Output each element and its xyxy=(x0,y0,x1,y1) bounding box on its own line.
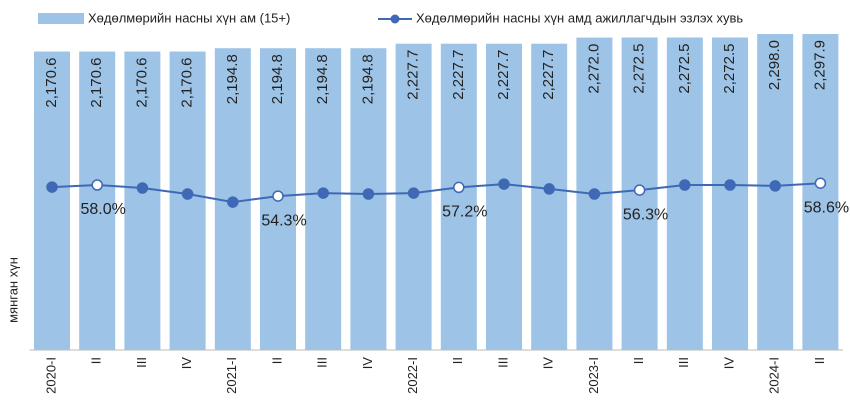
x-tick-label: II xyxy=(812,357,827,364)
x-tick-label: 2024-I xyxy=(767,357,782,394)
x-tick-label: 2022-I xyxy=(405,357,420,394)
bar-value-label: 2,227.7 xyxy=(495,50,512,100)
x-tick-label: 2021-I xyxy=(224,357,239,394)
x-tick-label: III xyxy=(676,357,691,368)
legend-label: Хөдөлмөрийн насны хүн амд ажиллагчдын эз… xyxy=(416,10,743,25)
line-value-label: 58.0% xyxy=(81,201,126,218)
bar-value-label: 2,170.6 xyxy=(88,58,105,108)
x-tick-label: III xyxy=(495,357,510,368)
line-marker xyxy=(588,188,601,200)
bar xyxy=(666,37,703,350)
bar-value-label: 2,227.7 xyxy=(450,50,467,100)
line-marker xyxy=(724,179,736,191)
bar xyxy=(757,34,794,351)
bar-value-label: 2,227.7 xyxy=(405,50,422,100)
line-marker xyxy=(181,188,194,200)
legend-marker xyxy=(390,14,400,24)
line-value-label: 58.6% xyxy=(804,199,849,216)
line-marker xyxy=(769,180,781,192)
bar-value-label: 2,298.0 xyxy=(766,40,783,90)
line-value-label: 54.3% xyxy=(261,212,306,229)
bar-value-label: 2,272.5 xyxy=(631,44,648,94)
bar xyxy=(440,43,477,350)
x-tick-label: III xyxy=(315,357,330,368)
line-marker xyxy=(498,178,510,190)
y-axis-label: мянган хүн xyxy=(5,257,20,323)
x-tick-label: II xyxy=(631,357,646,364)
x-tick-label: IV xyxy=(360,357,375,370)
line-value-label: 56.3% xyxy=(623,206,668,223)
bar-value-label: 2,194.8 xyxy=(359,54,376,104)
line-marker xyxy=(227,196,239,208)
x-tick-label: II xyxy=(269,357,284,364)
line-value-label: 57.2% xyxy=(442,204,487,221)
bar-value-label: 2,194.8 xyxy=(314,54,331,104)
bar xyxy=(169,51,206,350)
bar-value-label: 2,297.9 xyxy=(811,40,828,90)
line-marker xyxy=(633,184,646,196)
bar xyxy=(486,43,522,350)
line-marker xyxy=(453,181,465,194)
bar xyxy=(79,51,116,350)
x-tick-label: IV xyxy=(179,357,194,370)
x-tick-label: IV xyxy=(721,357,736,370)
line-marker xyxy=(679,179,691,191)
x-tick-label: 2023-I xyxy=(586,357,601,394)
bar xyxy=(34,51,70,350)
bar-value-label: 2,194.8 xyxy=(224,54,241,104)
legend-label: Хөдөлмөрийн насны хүн ам (15+) xyxy=(88,10,290,25)
x-tick-label: IV xyxy=(541,357,556,370)
line-marker xyxy=(46,181,58,193)
bar-value-label: 2,170.6 xyxy=(179,58,196,108)
line-marker xyxy=(407,187,420,199)
bar xyxy=(802,34,839,350)
line-marker xyxy=(91,179,103,191)
line xyxy=(51,182,821,204)
bar xyxy=(531,43,568,350)
bar-value-label: 2,272.5 xyxy=(676,44,693,94)
bar-value-label: 2,272.5 xyxy=(721,44,738,94)
bar-value-label: 2,272.0 xyxy=(585,44,602,94)
line-marker xyxy=(272,190,284,202)
bar xyxy=(124,51,161,350)
line-marker xyxy=(317,187,329,199)
bar-value-label: 2,170.6 xyxy=(133,58,150,108)
bar xyxy=(712,37,748,350)
bar-value-label: 2,170.6 xyxy=(43,58,60,108)
bar xyxy=(305,48,342,351)
bar-value-label: 2,194.8 xyxy=(269,54,286,104)
line-marker xyxy=(136,182,149,194)
x-tick-label: 2020-I xyxy=(43,357,58,394)
line-marker xyxy=(543,183,555,195)
x-tick-label: III xyxy=(134,357,149,368)
line-marker xyxy=(362,188,375,200)
bar-value-label: 2,227.7 xyxy=(540,50,557,100)
legend-swatch xyxy=(38,13,84,24)
x-tick-label: II xyxy=(89,357,104,364)
x-tick-label: II xyxy=(450,357,465,364)
line-marker xyxy=(814,177,827,189)
